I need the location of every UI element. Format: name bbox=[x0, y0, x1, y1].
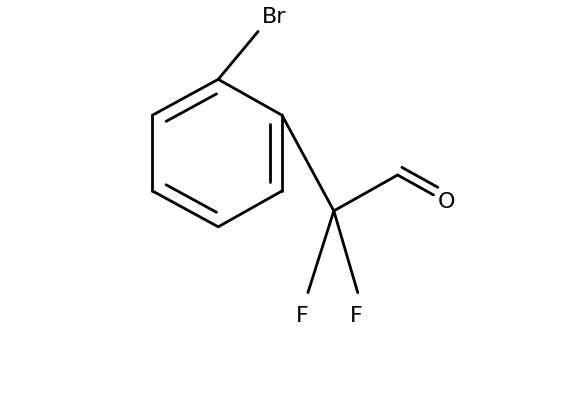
Text: O: O bbox=[438, 191, 455, 211]
Text: F: F bbox=[349, 305, 362, 325]
Text: Br: Br bbox=[262, 7, 287, 27]
Text: F: F bbox=[296, 305, 308, 325]
